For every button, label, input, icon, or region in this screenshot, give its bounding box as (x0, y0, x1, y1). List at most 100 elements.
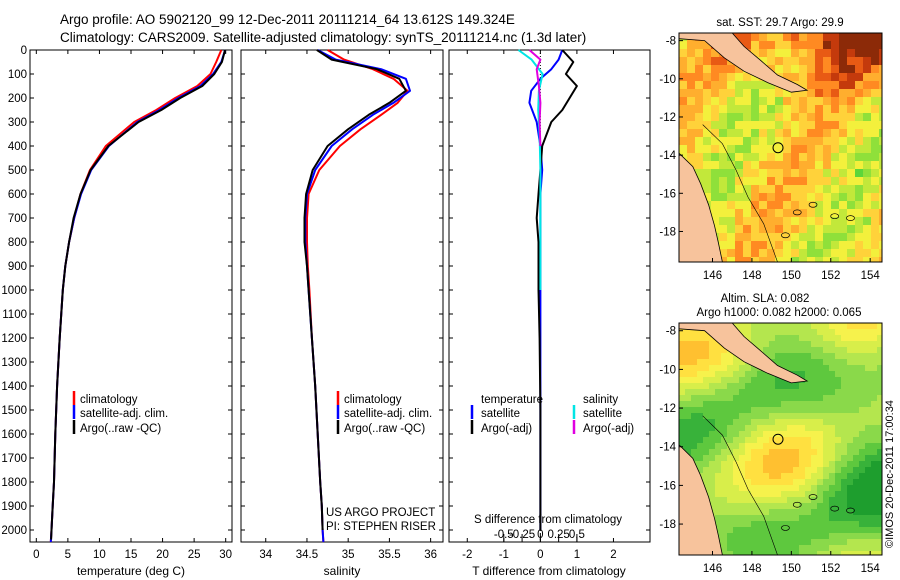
map-cell (739, 455, 746, 462)
map-cell (815, 97, 824, 106)
map-cell (879, 257, 882, 262)
map-cell (829, 533, 836, 540)
map-cell (839, 217, 848, 226)
map-cell (739, 389, 746, 396)
map-cell (719, 121, 728, 130)
map-cell (839, 137, 848, 146)
map-cell (879, 193, 882, 202)
map-cell (863, 241, 872, 250)
map-cell (783, 153, 792, 162)
map-cell (743, 129, 752, 138)
map-cell (829, 455, 836, 462)
map-cell (703, 359, 710, 366)
map-cell (695, 41, 704, 50)
map-cell (751, 161, 760, 170)
map-cell (781, 389, 788, 396)
map-cell (811, 335, 818, 342)
map-cell (719, 249, 728, 258)
map-cell (703, 193, 712, 202)
map-cell (767, 177, 776, 186)
map-cell (751, 539, 758, 546)
map-cell (817, 377, 824, 384)
map-cell (763, 437, 770, 444)
map-cell (679, 395, 686, 402)
map-cell (743, 233, 752, 242)
map-cell (775, 129, 784, 138)
map-cell (769, 413, 776, 420)
map-cell (799, 113, 808, 122)
map-cell (787, 383, 794, 390)
map-cell (745, 551, 752, 555)
legend-label-satellite: satellite-adj. clim. (80, 408, 168, 420)
map-frame (678, 322, 883, 556)
map-cell (743, 241, 752, 250)
map-cell (735, 73, 744, 82)
map-cell (847, 105, 856, 114)
map-cell (805, 533, 812, 540)
map-cell (775, 225, 784, 234)
map-cell (697, 461, 704, 468)
map-cell (769, 323, 776, 330)
map-cell (769, 521, 776, 528)
map-cell (823, 509, 830, 516)
map-field (679, 33, 882, 262)
map-cell (805, 485, 812, 492)
map-cell (695, 169, 704, 178)
map-cell (853, 425, 860, 432)
map-cell (847, 89, 856, 98)
map-cell (855, 57, 864, 66)
map-cell (859, 545, 866, 552)
map-cell (763, 509, 770, 516)
map-cell (709, 467, 716, 474)
map-cell (829, 539, 836, 546)
y-tick-label: 1300 (1, 357, 27, 369)
map-cell (791, 57, 800, 66)
map-cell (787, 443, 794, 450)
map-cell (721, 383, 728, 390)
map-x-tick-label: 150 (782, 563, 801, 575)
map-cell (839, 185, 848, 194)
map-y-tick-label: -18 (659, 226, 676, 238)
map-cell (739, 521, 746, 528)
reef-outline (808, 201, 818, 208)
reef-outline (846, 215, 855, 221)
map-cell (859, 431, 866, 438)
map-cell (727, 233, 736, 242)
map-cell (853, 545, 860, 552)
map-cell (823, 365, 830, 372)
map-cell (719, 129, 728, 138)
map-cell (757, 371, 764, 378)
map-cell (775, 33, 784, 42)
map-cell (863, 193, 872, 202)
map-cell (735, 193, 744, 202)
series-line-salinity-argo-adj- (528, 49, 542, 147)
map-cell (815, 33, 824, 42)
map-cell (719, 153, 728, 162)
map-cell (751, 533, 758, 540)
map-cell (823, 257, 832, 262)
map-cell (799, 81, 808, 90)
map-cell (829, 407, 836, 414)
depth-contour (702, 415, 778, 555)
map-cell (859, 347, 866, 354)
map-cell (709, 455, 716, 462)
map-cell (751, 153, 760, 162)
map-cell (829, 449, 836, 456)
map-cell (829, 431, 836, 438)
map-cell (805, 329, 812, 336)
map-cell (775, 169, 784, 178)
map-cell (865, 503, 872, 510)
map-cell (709, 443, 716, 450)
map-cell (871, 401, 878, 408)
map-cell (877, 449, 882, 456)
map-cell (757, 479, 764, 486)
map-cell (847, 491, 854, 498)
map-cell (751, 257, 760, 262)
map-cell (727, 533, 734, 540)
map-cell (829, 545, 836, 552)
map-cell (815, 153, 824, 162)
map-cell (823, 201, 832, 210)
map-cell (709, 413, 716, 420)
map-cell (787, 341, 794, 348)
